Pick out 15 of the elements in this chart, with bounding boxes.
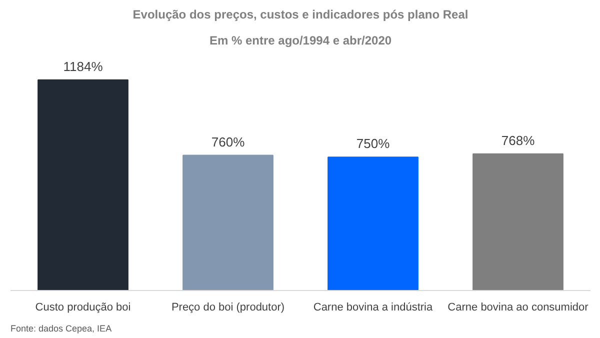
chart-title: Evolução dos preços, custos e indicadores pós plano Real: [132, 8, 468, 22]
x-tick-label: Carne bovina a indústria: [313, 302, 434, 314]
source-note: Fonte: dados Cepea, IEA: [10, 324, 112, 334]
data-label: 750%: [356, 136, 390, 152]
bar: [182, 154, 274, 290]
bar: [472, 153, 564, 290]
data-label: 760%: [211, 134, 246, 150]
data-label: 1184%: [63, 58, 104, 74]
x-tick-label: Carne bovina ao consumidor: [448, 302, 589, 314]
x-tick-label: Preço do boi (produtor): [171, 302, 285, 314]
bar: [328, 156, 418, 290]
bar: [38, 79, 128, 290]
x-tick-label: Custo produção boi: [35, 302, 131, 314]
chart-subtitle: Em % entre ago/1994 e abr/2020: [209, 34, 392, 48]
data-label: 768%: [501, 132, 536, 148]
